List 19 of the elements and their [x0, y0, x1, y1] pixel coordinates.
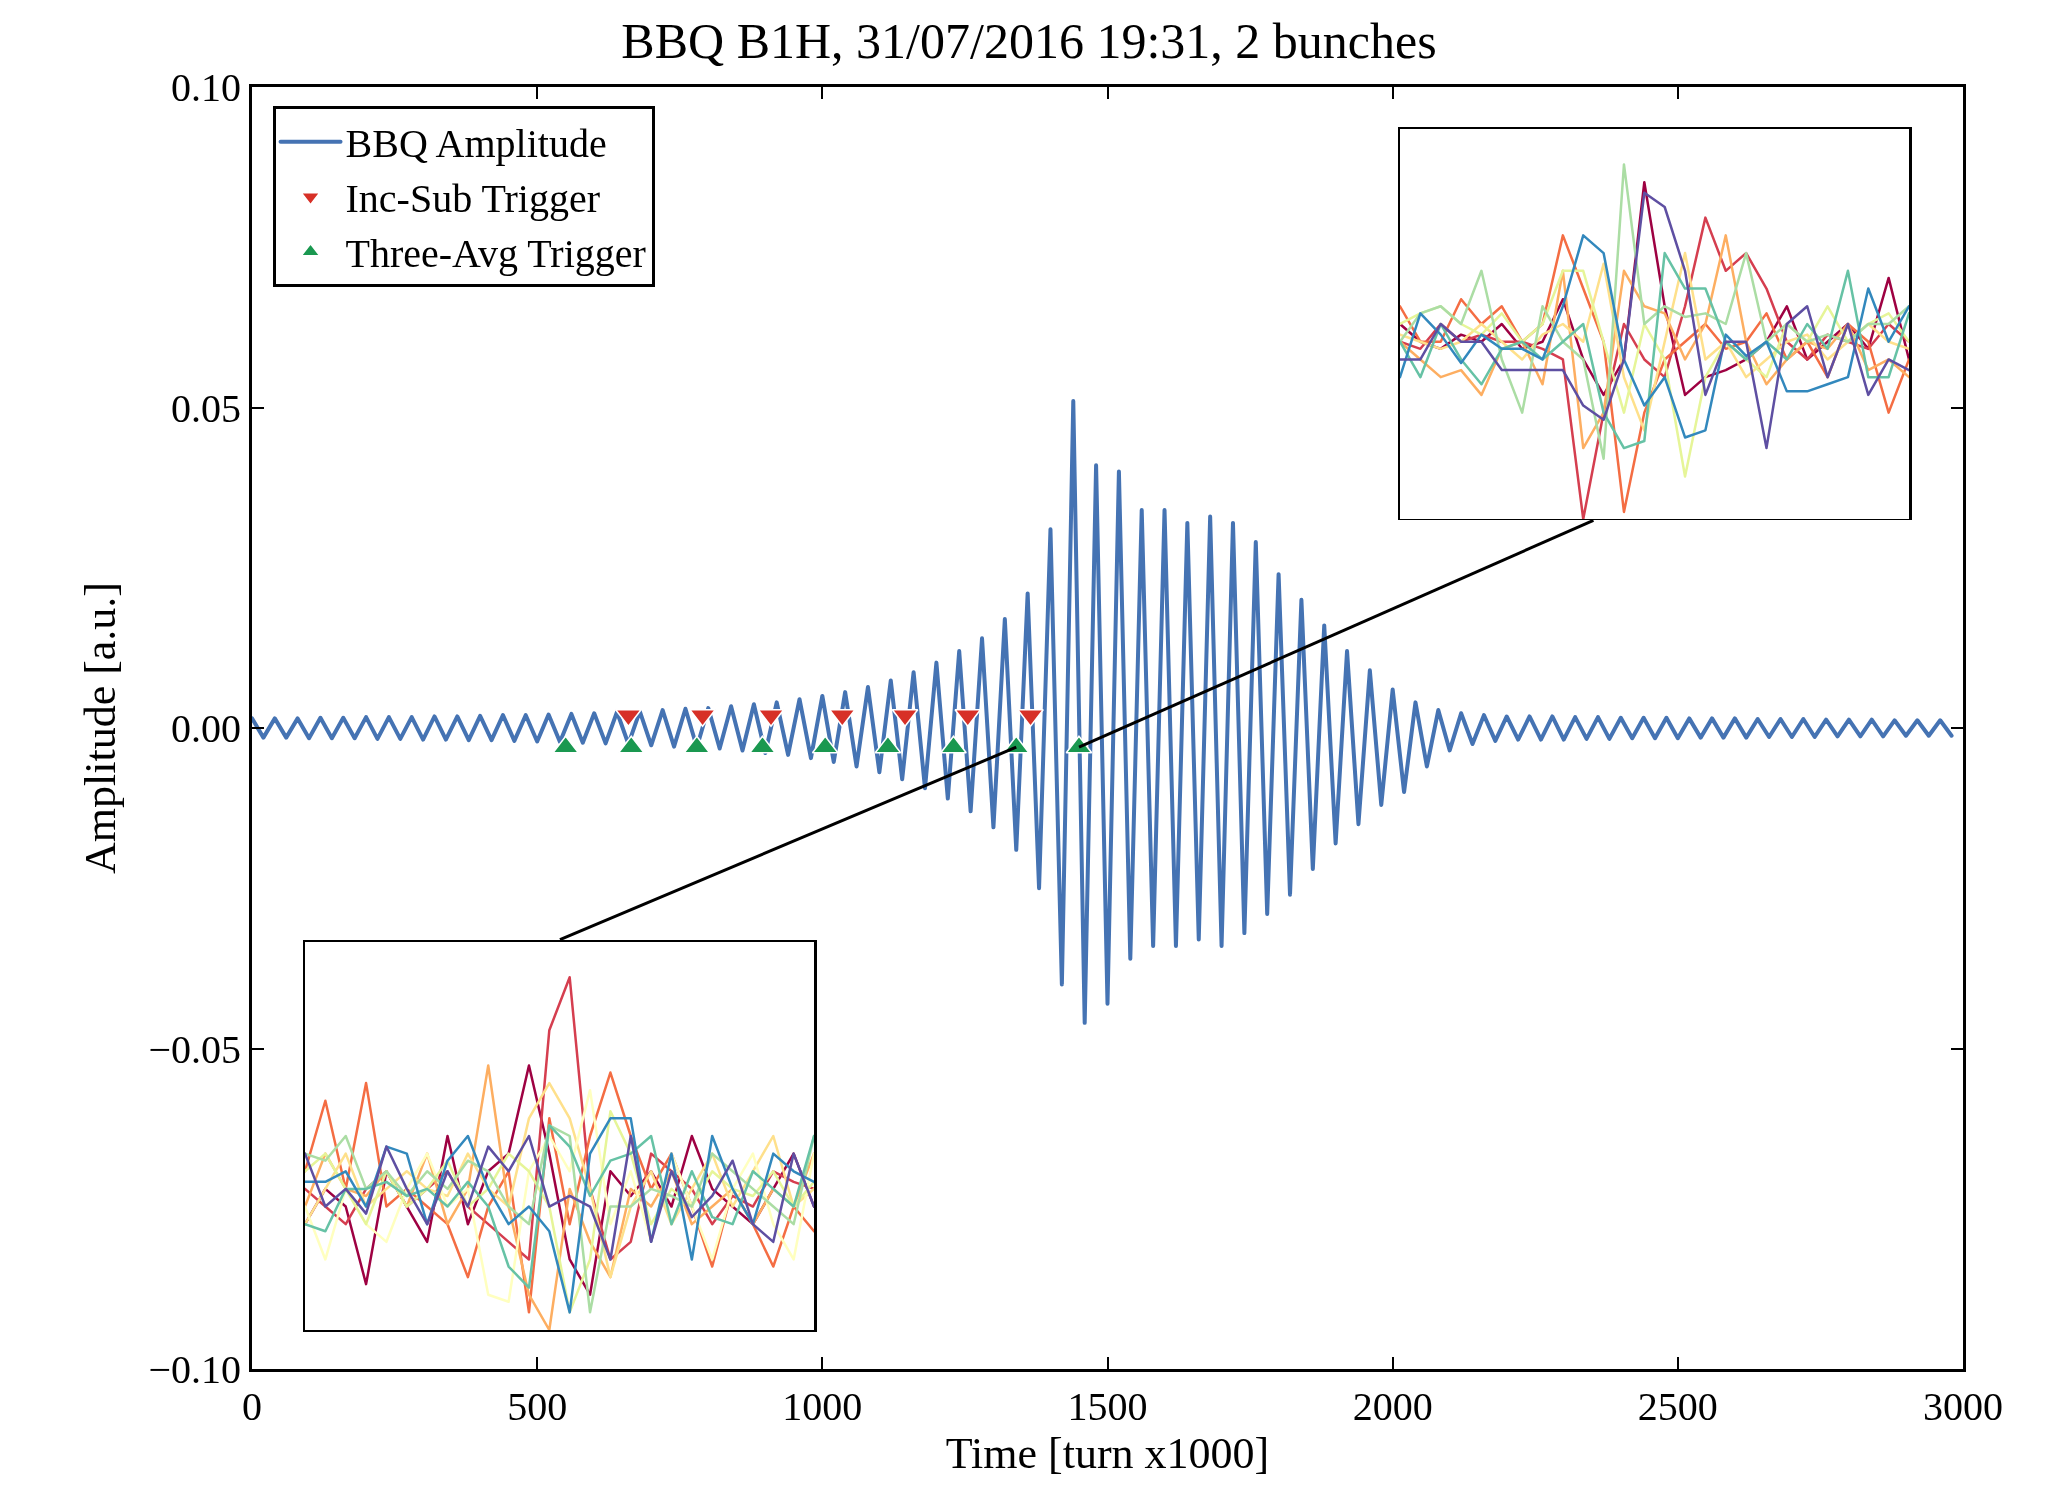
x-tick-label: 0: [242, 1384, 262, 1429]
x-tick-label: 3000: [1923, 1384, 2003, 1429]
y-tick-label: −0.05: [148, 1026, 241, 1072]
y-tick-label: −0.10: [148, 1347, 241, 1392]
legend-label: Inc-Sub Trigger: [345, 176, 600, 222]
x-axis-title: Time [turn x1000]: [945, 1429, 1270, 1478]
legend-label: Three-Avg Trigger: [345, 231, 646, 277]
y-tick-label: 0.05: [171, 385, 241, 431]
y-axis-title: Amplitude [a.u.]: [75, 581, 125, 875]
legend-label: BBQ Amplitude: [345, 121, 607, 167]
x-tick-label: 500: [507, 1384, 568, 1429]
chart-title: BBQ B1H, 31/07/2016 19:31, 2 bunches: [621, 12, 1437, 69]
line-series: [252, 399, 1954, 1025]
y-tick-label: 0.10: [171, 65, 241, 110]
x-tick-label: 2500: [1637, 1384, 1718, 1429]
x-tick-label: 1000: [782, 1384, 863, 1429]
y-tick-label: 0.00: [171, 706, 241, 751]
x-tick-label: 1500: [1067, 1384, 1148, 1429]
x-tick-label: 2000: [1352, 1384, 1433, 1429]
